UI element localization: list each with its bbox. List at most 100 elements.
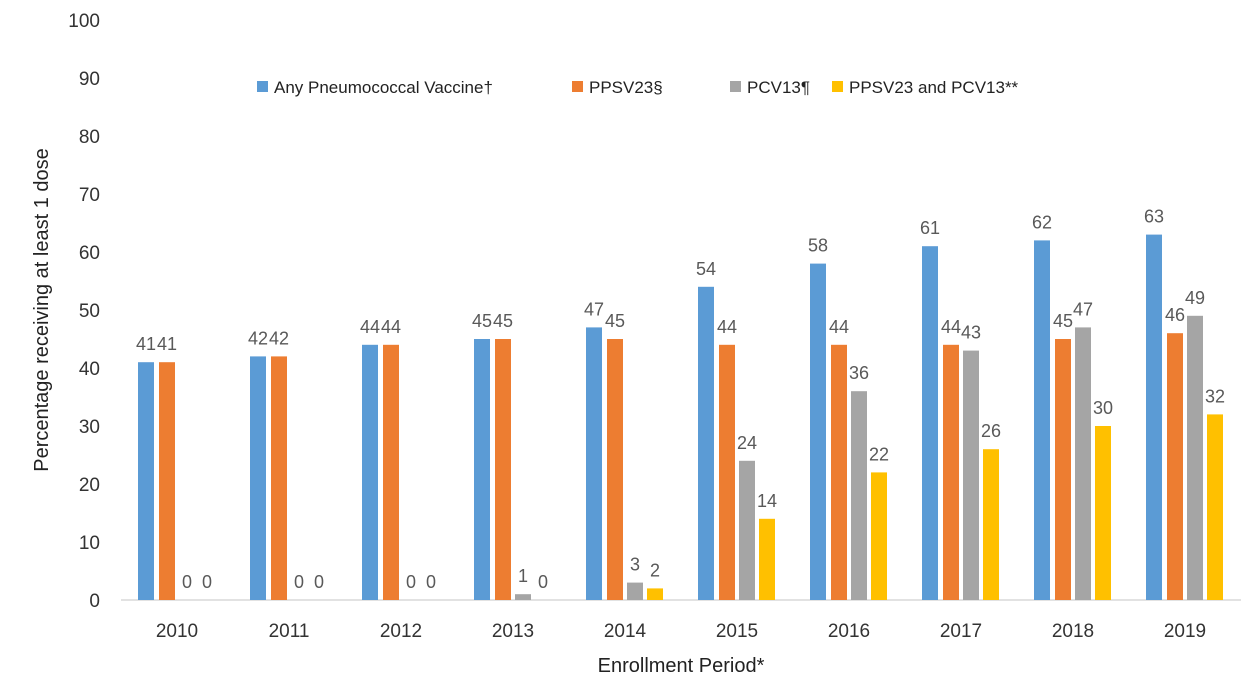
legend-swatch [730, 81, 741, 92]
data-label: 42 [248, 328, 268, 348]
bar [871, 472, 887, 600]
x-tick-label: 2010 [156, 621, 198, 642]
y-tick-label: 100 [68, 11, 100, 32]
data-label: 63 [1144, 207, 1164, 227]
data-label: 44 [381, 317, 401, 337]
y-tick-label: 20 [79, 475, 100, 496]
bar [719, 344, 735, 600]
data-label: 0 [426, 572, 436, 592]
y-tick-label: 30 [79, 417, 100, 438]
data-label: 32 [1205, 386, 1225, 406]
data-label: 47 [584, 299, 604, 319]
y-tick-label: 10 [79, 533, 100, 554]
bar [739, 460, 755, 600]
data-label: 0 [294, 572, 304, 592]
legend-label: Any Pneumococcal Vaccine† [274, 78, 493, 97]
bar [698, 286, 714, 600]
x-tick-label: 2016 [828, 621, 870, 642]
data-label: 3 [630, 555, 640, 575]
data-label: 61 [920, 218, 940, 238]
y-axis-label: Percentage receiving at least 1 dose [31, 148, 53, 472]
data-label: 58 [808, 236, 828, 256]
data-label: 45 [493, 311, 513, 331]
x-tick-label: 2015 [716, 621, 758, 642]
legend-label: PPSV23§ [589, 78, 663, 97]
y-axis-ticks: 0 10 20 30 40 50 60 70 80 90 100 [68, 11, 100, 612]
y-tick-label: 90 [79, 69, 100, 90]
legend: Any Pneumococcal Vaccine† PPSV23§ PCV13¶ PP… [257, 78, 1019, 97]
bar [1187, 315, 1203, 600]
data-label: 45 [1053, 311, 1073, 331]
data-label: 62 [1032, 212, 1052, 232]
x-tick-label: 2013 [492, 621, 534, 642]
y-tick-label: 40 [79, 359, 100, 380]
bar [1207, 414, 1223, 600]
x-tick-label: 2017 [940, 621, 982, 642]
data-label: 43 [961, 323, 981, 343]
data-label: 44 [717, 317, 737, 337]
y-tick-label: 50 [79, 301, 100, 322]
x-tick-label: 2018 [1052, 621, 1094, 642]
data-label: 14 [757, 491, 777, 511]
x-tick-label: 2011 [269, 621, 310, 642]
bar [607, 339, 623, 600]
data-label: 0 [538, 572, 548, 592]
bar [515, 594, 531, 600]
data-label: 0 [314, 572, 324, 592]
legend-swatch [257, 81, 268, 92]
bar [1095, 426, 1111, 600]
bar [759, 518, 775, 600]
y-tick-label: 60 [79, 243, 100, 264]
bar [138, 362, 154, 600]
data-label: 49 [1185, 288, 1205, 308]
bar [250, 356, 266, 600]
data-label: 46 [1165, 305, 1185, 325]
bar [983, 449, 999, 600]
data-label: 44 [941, 317, 961, 337]
bar [1075, 327, 1091, 600]
data-label: 0 [406, 572, 416, 592]
data-label: 41 [157, 334, 177, 354]
data-label: 44 [360, 317, 380, 337]
legend-swatch [832, 81, 843, 92]
bar [943, 344, 959, 600]
bar [963, 350, 979, 600]
bar [586, 327, 602, 600]
bar [922, 246, 938, 600]
y-tick-label: 80 [79, 127, 100, 148]
x-tick-label: 2019 [1164, 621, 1206, 642]
bar [159, 362, 175, 600]
legend-label: PPSV23 and PCV13** [849, 78, 1019, 97]
data-label: 45 [472, 311, 492, 331]
data-label: 24 [737, 433, 757, 453]
data-label: 54 [696, 259, 716, 279]
legend-label: PCV13¶ [747, 78, 810, 97]
bar [627, 582, 643, 600]
bar [474, 339, 490, 600]
bar [1167, 333, 1183, 600]
y-tick-label: 0 [89, 591, 100, 612]
data-label: 36 [849, 363, 869, 383]
data-label: 41 [136, 334, 156, 354]
bar [495, 339, 511, 600]
bar [1055, 339, 1071, 600]
bar [851, 391, 867, 600]
bar [271, 356, 287, 600]
x-tick-label: 2012 [380, 621, 422, 642]
data-label: 2 [650, 560, 660, 580]
bar [810, 263, 826, 600]
data-label: 42 [269, 328, 289, 348]
bar [1034, 240, 1050, 600]
x-tick-label: 2014 [604, 621, 647, 642]
bar [647, 588, 663, 600]
data-label: 30 [1093, 398, 1113, 418]
data-label: 0 [202, 572, 212, 592]
data-label: 0 [182, 572, 192, 592]
data-label: 1 [518, 566, 528, 586]
legend-swatch [572, 81, 583, 92]
x-axis-label: Enrollment Period* [598, 655, 765, 677]
bar [831, 344, 847, 600]
bar [362, 344, 378, 600]
data-label: 47 [1073, 299, 1093, 319]
